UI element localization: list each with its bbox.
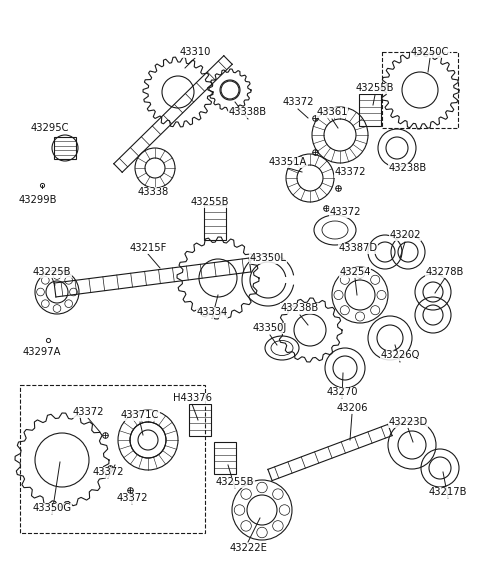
Text: 43350G: 43350G	[33, 503, 72, 513]
Bar	[204, 205, 226, 240]
Bar	[214, 442, 236, 474]
Text: 43350J: 43350J	[253, 323, 287, 333]
Text: 43372: 43372	[72, 407, 104, 417]
Text: 43278B: 43278B	[426, 267, 464, 277]
Text: 43223D: 43223D	[388, 417, 428, 427]
Text: 43297A: 43297A	[23, 347, 61, 357]
Text: 43338B: 43338B	[229, 107, 267, 117]
Text: 43202: 43202	[389, 230, 421, 240]
Text: 43255B: 43255B	[216, 477, 254, 487]
Text: 43238B: 43238B	[281, 303, 319, 313]
Text: 43387D: 43387D	[338, 243, 378, 253]
Text: 43250C: 43250C	[411, 47, 449, 57]
Bar	[382, 52, 458, 128]
Text: 43299B: 43299B	[19, 195, 57, 205]
Text: 43372: 43372	[92, 467, 124, 477]
Text: 43310: 43310	[180, 47, 211, 57]
Text: 43372: 43372	[282, 97, 314, 107]
Text: 43254: 43254	[339, 267, 371, 277]
Text: 43215F: 43215F	[129, 243, 167, 253]
Text: 43295C: 43295C	[31, 123, 69, 133]
Text: 43372: 43372	[116, 493, 148, 503]
Text: 43372: 43372	[334, 167, 366, 177]
Text: 43226Q: 43226Q	[380, 350, 420, 360]
Text: 43270: 43270	[326, 387, 358, 397]
Text: 43255B: 43255B	[191, 197, 229, 207]
Text: 43222E: 43222E	[229, 543, 267, 553]
Text: 43372: 43372	[329, 207, 361, 217]
Bar	[54, 137, 76, 159]
Text: 43255B: 43255B	[356, 83, 394, 93]
Text: 43361: 43361	[316, 107, 348, 117]
Text: 43371C: 43371C	[121, 410, 159, 420]
Text: 43225B: 43225B	[33, 267, 71, 277]
Text: 43334: 43334	[196, 307, 228, 317]
Bar	[359, 94, 381, 126]
Text: 43350L: 43350L	[250, 253, 287, 263]
Text: 43338: 43338	[137, 187, 168, 197]
Bar	[189, 404, 211, 436]
Text: 43238B: 43238B	[389, 163, 427, 173]
Text: H43376: H43376	[172, 393, 212, 403]
Text: 43217B: 43217B	[429, 487, 467, 497]
Bar	[20, 385, 205, 533]
Text: 43206: 43206	[336, 403, 368, 413]
Text: 43351A: 43351A	[269, 157, 307, 167]
